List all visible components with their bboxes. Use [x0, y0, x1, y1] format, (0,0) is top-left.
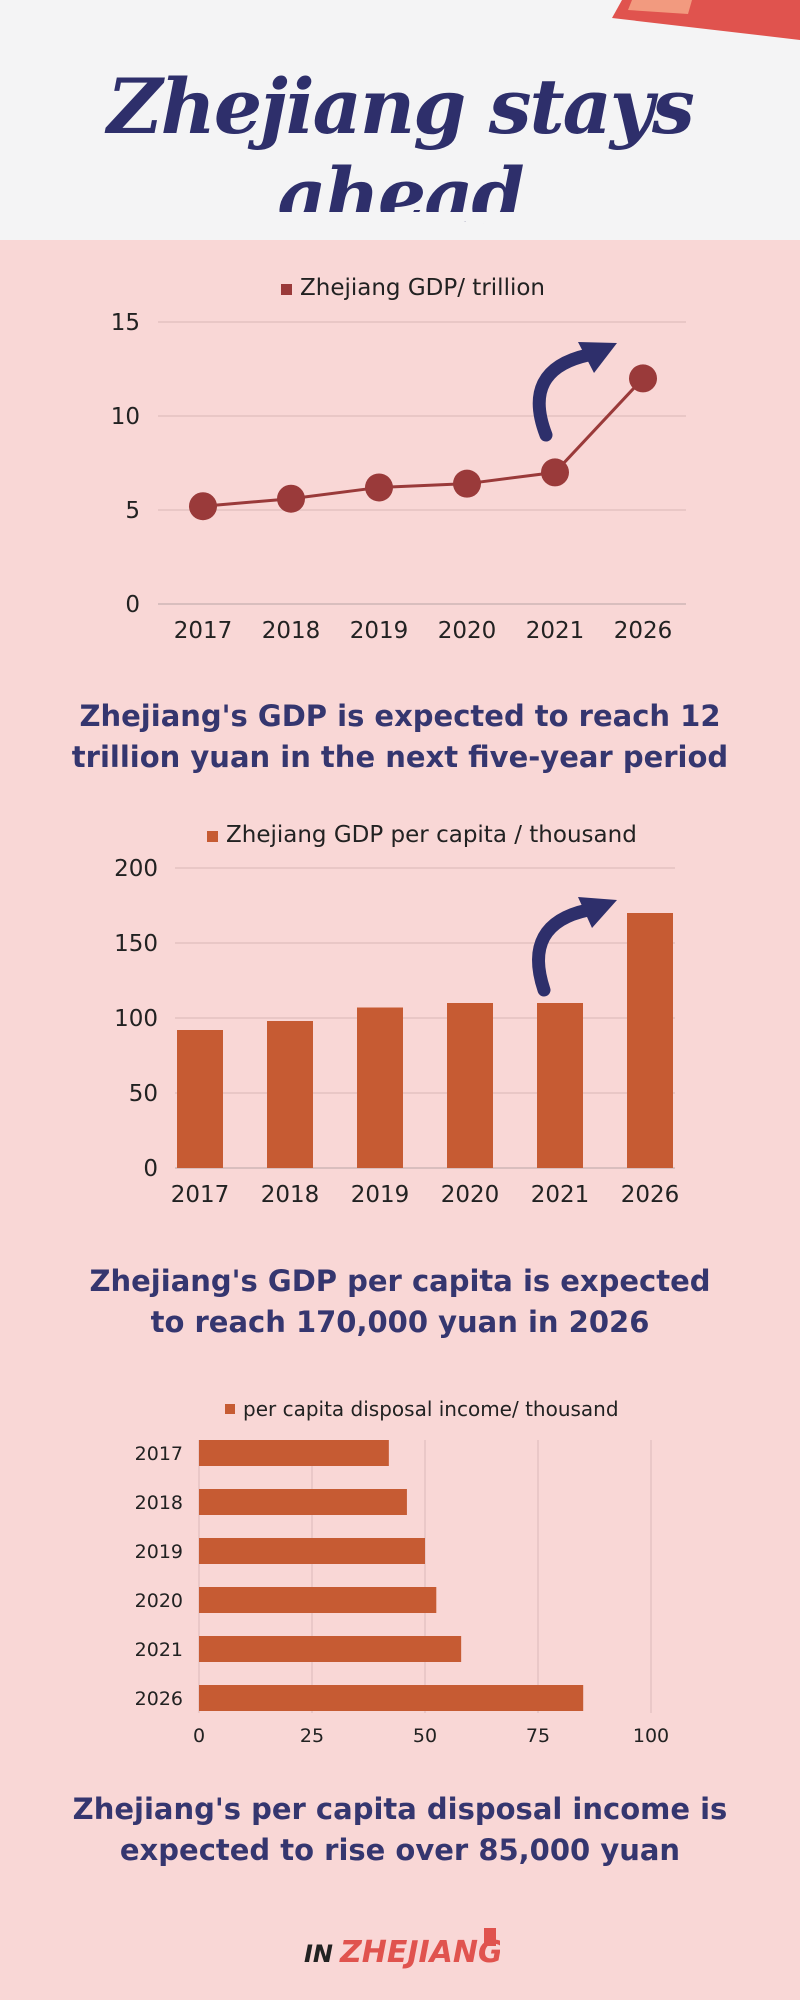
x-tick-label: 50: [413, 1725, 437, 1747]
y-tick-label: 2026: [135, 1688, 183, 1710]
x-tick-label: 2019: [351, 1182, 410, 1208]
series-line: [202, 377, 645, 508]
x-tick-label: 2018: [261, 1182, 320, 1208]
y-tick-label: 2017: [135, 1443, 183, 1465]
bar: [199, 1489, 407, 1515]
caption-line: Zhejiang's GDP per capita is expected: [89, 1264, 711, 1298]
x-tick-label: 2021: [526, 618, 585, 644]
chart-legend: Zhejiang GDP/ trillion: [281, 275, 545, 301]
x-tick-label: 2019: [350, 618, 409, 644]
y-tick-label: 100: [114, 1006, 158, 1032]
chart-legend: Zhejiang GDP per capita / thousand: [207, 822, 637, 848]
header-band: Zhejiang stays ahead: [0, 0, 800, 240]
x-tick-label: 25: [300, 1725, 324, 1747]
bar: [199, 1636, 462, 1662]
x-tick-label: 100: [633, 1725, 669, 1747]
arrow-up-icon: [532, 897, 617, 997]
logo-seal: [484, 1928, 496, 1946]
y-tick-label: 2020: [135, 1590, 183, 1612]
bar: [267, 1021, 313, 1168]
caption-line: Zhejiang's per capita disposal income is: [72, 1792, 728, 1826]
caption-line: trillion yuan in the next five-year peri…: [71, 740, 729, 774]
data-point: [365, 473, 393, 502]
y-tick-label: 2021: [135, 1639, 183, 1661]
caption-line: Zhejiang's GDP is expected to reach 12: [79, 699, 721, 733]
x-tick-label: 0: [193, 1725, 205, 1747]
x-tick-label: 2026: [614, 618, 673, 644]
bar: [199, 1440, 389, 1466]
logo-prefix: IN: [304, 1940, 333, 1968]
x-tick-label: 2017: [174, 618, 233, 644]
y-tick-label: 5: [125, 498, 140, 524]
legend-label: per capita disposal income/ thousand: [243, 1397, 619, 1421]
y-tick-label: 150: [114, 931, 158, 957]
arrow-up-icon: [532, 342, 617, 442]
y-tick-label: 10: [111, 404, 140, 430]
y-tick-label: 2018: [135, 1492, 183, 1514]
x-tick-label: 2020: [441, 1182, 500, 1208]
bar: [199, 1685, 584, 1711]
y-tick-label: 200: [114, 856, 158, 882]
y-tick-label: 2019: [135, 1541, 183, 1563]
bar: [447, 1003, 493, 1168]
data-point: [453, 469, 481, 498]
y-tick-label: 0: [125, 592, 140, 618]
gdp-line-chart: Zhejiang GDP/ trillion 0 5 10 15 2017 2018 20…: [111, 275, 686, 644]
legend-swatch: [207, 831, 218, 842]
x-tick-label: 75: [526, 1725, 550, 1747]
legend-swatch: [225, 1404, 235, 1414]
data-point: [189, 492, 217, 521]
legend-label: Zhejiang GDP per capita / thousand: [226, 822, 637, 848]
page-title: Zhejiang stays ahead: [107, 62, 695, 240]
bar: [627, 913, 673, 1168]
x-tick-label: 2017: [171, 1182, 230, 1208]
gdp-per-capita-caption: Zhejiang's GDP per capita is expected to…: [40, 1261, 760, 1343]
data-point: [541, 458, 569, 487]
data-point: [629, 364, 657, 393]
x-tick-label: 2018: [262, 618, 321, 644]
data-point: [277, 484, 305, 513]
bar: [537, 1003, 583, 1168]
y-tick-label: 0: [143, 1156, 158, 1182]
in-zhejiang-logo: IN ZHEJIANG: [304, 1928, 500, 1970]
disposal-income-caption: Zhejiang's per capita disposal income is…: [40, 1789, 760, 1871]
bar: [357, 1007, 403, 1168]
bar: [199, 1538, 425, 1564]
header-torn-edge: [0, 212, 800, 239]
legend-swatch: [281, 284, 292, 295]
gdp-caption: Zhejiang's GDP is expected to reach 12 t…: [40, 696, 760, 778]
y-tick-label: 50: [129, 1081, 158, 1107]
y-tick-label: 15: [111, 310, 140, 336]
caption-line: to reach 170,000 yuan in 2026: [150, 1305, 650, 1339]
x-tick-label: 2021: [531, 1182, 590, 1208]
bar: [199, 1587, 437, 1613]
logo-main: ZHEJIANG: [339, 1935, 500, 1970]
x-tick-label: 2026: [621, 1182, 680, 1208]
legend-label: Zhejiang GDP/ trillion: [300, 275, 545, 301]
disposal-income-bar-chart: per capita disposal income/ thousand 0 25…: [135, 1397, 669, 1747]
gdp-per-capita-bar-chart: Zhejiang GDP per capita / thousand 0 50 10…: [114, 822, 680, 1208]
bar: [177, 1030, 223, 1168]
corner-decoration-icon: [612, 0, 800, 40]
chart-legend: per capita disposal income/ thousand: [225, 1397, 619, 1421]
caption-line: expected to rise over 85,000 yuan: [119, 1833, 681, 1867]
x-tick-label: 2020: [438, 618, 497, 644]
